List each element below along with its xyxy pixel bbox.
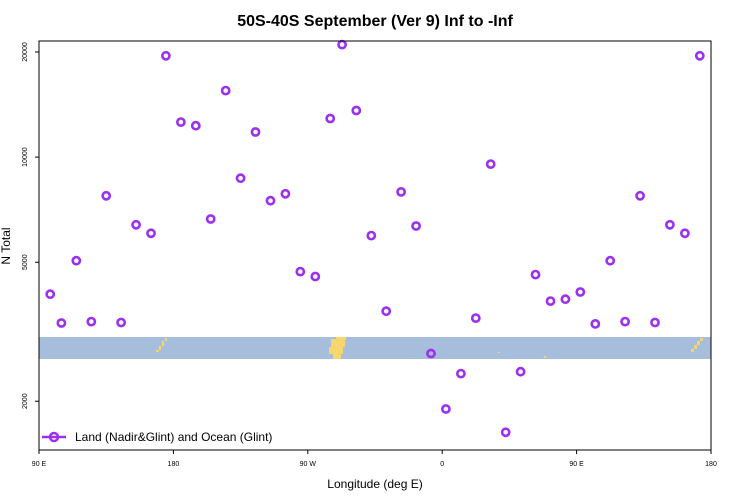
data-point: [160, 50, 171, 61]
data-point: [396, 186, 406, 197]
data-point: [635, 190, 645, 201]
y-tick-label: 10000: [22, 147, 29, 167]
data-point: [694, 50, 705, 61]
data-point: [680, 228, 690, 239]
y-tick-label: 2000: [22, 393, 29, 409]
data-point: [411, 221, 421, 231]
data-point: [310, 271, 321, 282]
land-patch: [333, 354, 341, 359]
data-point: [235, 173, 246, 184]
land-patch: [336, 337, 346, 340]
land-patch: [691, 349, 694, 352]
data-point: [470, 313, 481, 323]
x-tick-label: 90 E: [32, 461, 47, 468]
legend: Land (Nadir&Glint) and Ocean (Glint): [42, 430, 272, 444]
land-patch: [697, 341, 700, 345]
data-point: [351, 105, 362, 116]
data-point: [265, 195, 276, 206]
x-tick-label: 0: [440, 461, 444, 468]
data-point: [650, 317, 660, 328]
data-point: [605, 255, 616, 266]
x-axis-label: Longitude (deg E): [327, 477, 422, 491]
ocean-strip: [39, 337, 711, 359]
land-patch: [544, 356, 546, 358]
data-point: [665, 219, 675, 230]
data-point: [175, 117, 186, 127]
x-tick-label: 180: [168, 461, 180, 468]
x-axis-ticks: 90 E 180 90 W 0 90 E 180: [32, 450, 717, 468]
data-point: [440, 404, 451, 414]
data-points: [45, 39, 705, 438]
legend-marker: [48, 431, 60, 443]
data-point: [366, 230, 377, 241]
land-patch: [700, 338, 703, 341]
land-patch: [331, 339, 345, 347]
data-point: [381, 306, 392, 317]
data-point: [515, 366, 526, 377]
y-axis-label: N Total: [0, 227, 13, 264]
data-point: [325, 113, 336, 124]
land-patch: [498, 352, 500, 353]
data-point: [116, 317, 126, 328]
data-point: [45, 289, 56, 300]
data-point: [146, 228, 156, 239]
data-point: [205, 214, 216, 224]
data-point: [220, 85, 231, 96]
data-point: [575, 287, 586, 297]
y-axis-ticks: 2000 5000 10000 20000: [22, 42, 39, 409]
data-point: [530, 269, 541, 280]
land-patch: [165, 338, 167, 341]
y-tick-label: 5000: [22, 254, 29, 270]
data-point: [295, 266, 306, 277]
map-band: [39, 337, 711, 359]
data-point: [71, 255, 82, 266]
data-point: [337, 39, 347, 50]
data-point: [86, 316, 97, 327]
land-patch: [694, 345, 697, 349]
data-point: [560, 294, 571, 305]
x-tick-label: 90 E: [569, 461, 584, 468]
land-patch: [156, 350, 159, 352]
data-point: [280, 188, 291, 199]
data-point: [545, 296, 556, 306]
data-point: [590, 318, 601, 329]
data-point: [56, 318, 67, 328]
land-patch: [159, 346, 161, 350]
data-point: [620, 316, 630, 327]
data-point: [101, 190, 112, 201]
land-patch: [329, 347, 343, 354]
y-tick-label: 20000: [22, 42, 29, 62]
data-point: [131, 219, 141, 230]
data-point: [455, 368, 466, 379]
data-point: [500, 427, 511, 438]
land-patch: [162, 341, 164, 346]
legend-label: Land (Nadir&Glint) and Ocean (Glint): [75, 430, 272, 444]
data-point: [190, 120, 201, 131]
x-tick-label: 90 W: [300, 461, 317, 468]
chart-title: 50S-40S September (Ver 9) Inf to -Inf: [237, 13, 513, 30]
data-point: [426, 348, 436, 359]
x-tick-label: 180: [705, 461, 717, 468]
data-point: [485, 159, 496, 169]
plot-frame: [38, 40, 712, 451]
data-point: [250, 127, 261, 137]
